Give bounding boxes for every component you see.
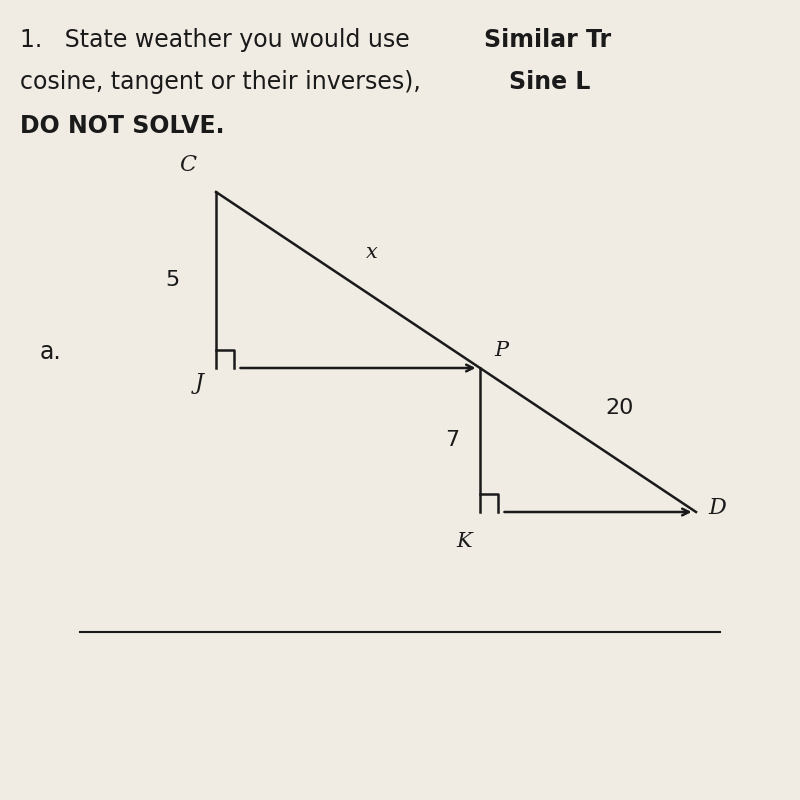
Text: 20: 20: [606, 398, 634, 418]
Text: C: C: [179, 154, 196, 176]
Text: 1.   State weather you would use: 1. State weather you would use: [20, 28, 418, 52]
Text: 5: 5: [166, 270, 180, 290]
Text: x: x: [366, 242, 378, 262]
Text: P: P: [494, 341, 509, 360]
Text: DO NOT SOLVE.: DO NOT SOLVE.: [20, 114, 225, 138]
Text: a.: a.: [40, 340, 62, 364]
Text: J: J: [195, 372, 204, 394]
Text: cosine, tangent or their inverses),: cosine, tangent or their inverses),: [20, 70, 428, 94]
Text: K: K: [456, 532, 472, 551]
Text: Sine L: Sine L: [509, 70, 590, 94]
Text: D: D: [708, 497, 726, 519]
Text: Similar Tr: Similar Tr: [484, 28, 611, 52]
Text: 7: 7: [445, 430, 459, 450]
